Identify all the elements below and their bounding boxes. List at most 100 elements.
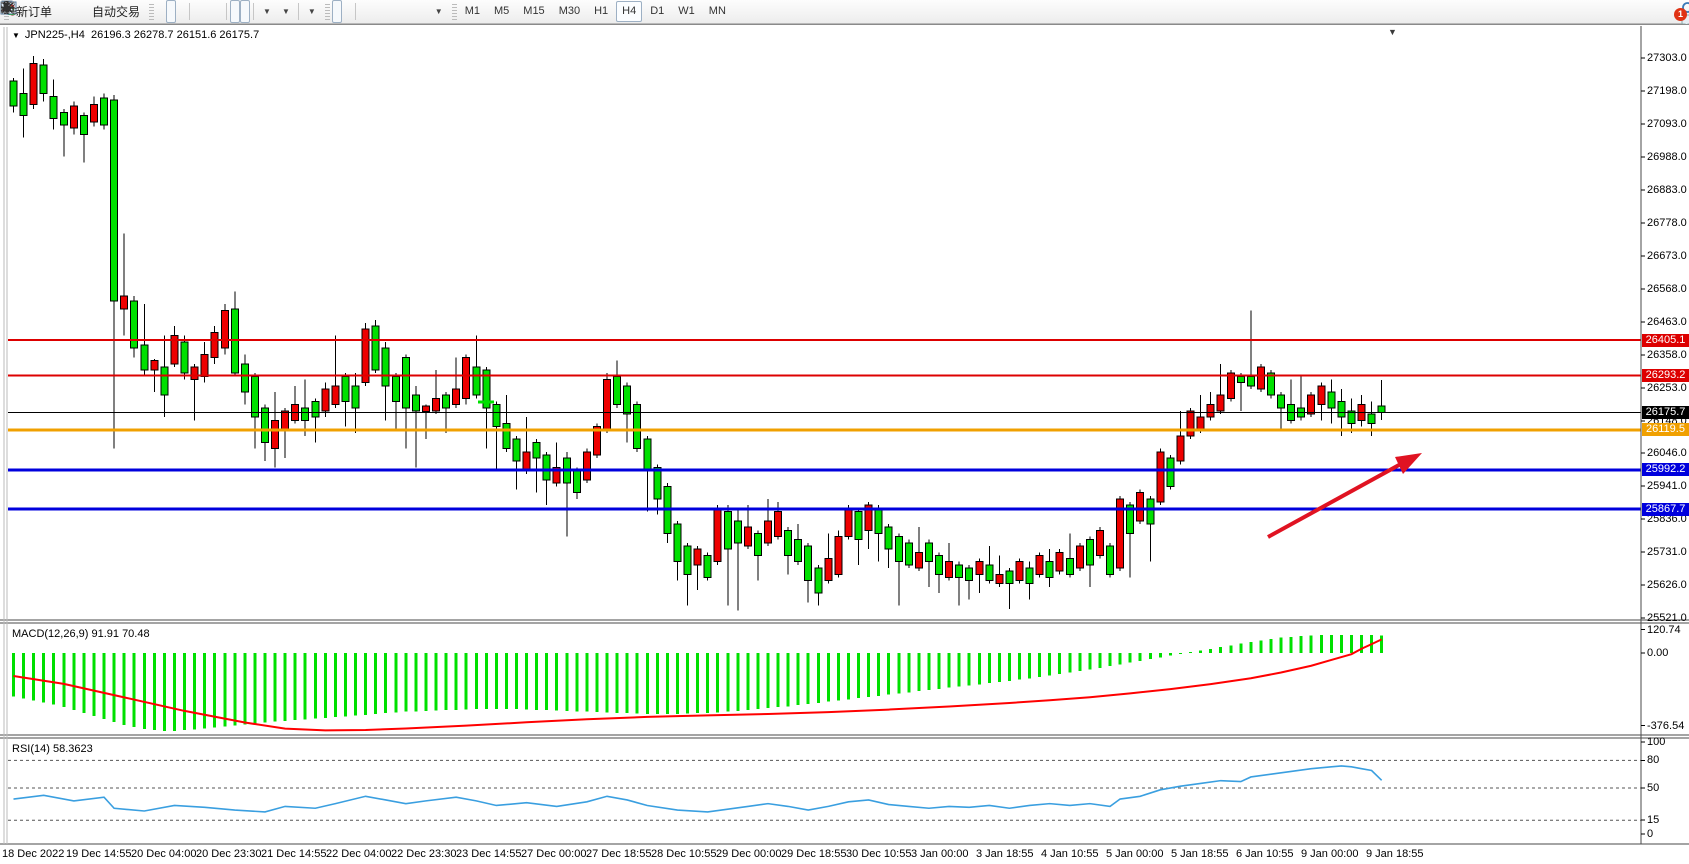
macd-label: MACD(12,26,9) 91.91 70.48: [12, 628, 150, 640]
price-tick: 25521.0: [1647, 611, 1687, 624]
time-tick: 21 Dec 14:55: [261, 848, 327, 860]
timeframe-H1[interactable]: H1: [594, 5, 609, 17]
svg-text:A: A: [3, 1, 11, 15]
fibonacci-button[interactable]: F: [1, 0, 409, 23]
time-tick: 20 Dec 04:00: [131, 848, 197, 860]
time-tick: 22 Dec 23:30: [391, 848, 457, 860]
time-tick: 29 Dec 00:00: [716, 848, 782, 860]
price-tick: 25626.0: [1647, 578, 1687, 591]
price-tick: 26463.0: [1647, 315, 1687, 328]
macd-tick: 0.00: [1647, 647, 1669, 659]
rsi-tick: 50: [1647, 782, 1660, 794]
signal-button[interactable]: [2, 0, 87, 23]
tile-windows-button[interactable]: [1, 0, 223, 23]
time-tick: 9 Jan 00:00: [1301, 848, 1359, 860]
price-tick: 26358.0: [1647, 348, 1687, 361]
time-tick: 18 Dec 2022: [2, 848, 65, 860]
toolbar: 新订单: [0, 0, 1689, 28]
text-label-button[interactable]: T: [1, 0, 429, 23]
price-tick: 25836.0: [1647, 513, 1687, 525]
auto-scroll-button[interactable]: [1, 0, 241, 23]
timeframe-M1[interactable]: M1: [464, 5, 480, 17]
zoom-in-button[interactable]: [1, 0, 203, 23]
chart-canvas[interactable]: [0, 25, 1689, 864]
toolbar-grip: [149, 3, 155, 20]
arrows-tool-icon: [2, 2, 13, 13]
chevron-down-icon: ▼: [307, 7, 316, 16]
macd-tick: 120.74: [1647, 623, 1681, 636]
chart-title: ▼ JPN225-,H4 26196.3 26278.7 26151.6 2617…: [12, 29, 259, 41]
price-tick: 26568.0: [1647, 282, 1687, 295]
time-tick: 29 Dec 18:55: [781, 848, 847, 860]
price-tick: 25941.0: [1647, 480, 1687, 492]
time-tick: 28 Dec 10:55: [651, 848, 717, 860]
vertical-line-button[interactable]: [5, 0, 369, 23]
trend-arrow[interactable]: [1267, 453, 1422, 539]
notification-badge: 1: [1674, 7, 1687, 21]
new-chart-button[interactable]: ▼: [1, 0, 276, 23]
periods-button[interactable]: ▼: [1, 0, 295, 23]
price-level-badge: 26119.5: [1642, 423, 1689, 437]
price-tick: 26883.0: [1647, 183, 1687, 196]
market-depth-button[interactable]: [1, 0, 67, 23]
price-tick: 26253.0: [1647, 381, 1687, 394]
macd-signal-line: [13, 638, 1383, 732]
equidistant-channel-button[interactable]: E: [0, 0, 399, 23]
chart-shift-marker[interactable]: ▼: [1388, 27, 1397, 37]
time-tick: 27 Dec 18:55: [586, 848, 652, 860]
rsi-tick: 0: [1647, 828, 1654, 840]
price-tick: 27093.0: [1647, 117, 1687, 130]
price-tick: 26778.0: [1647, 216, 1687, 229]
time-tick: 19 Dec 14:55: [66, 848, 132, 860]
time-tick: 9 Jan 18:55: [1366, 848, 1424, 860]
time-tick: 4 Jan 10:55: [1041, 848, 1099, 860]
zoom-out-button[interactable]: [1, 0, 213, 23]
crosshair-button[interactable]: [1, 0, 352, 23]
price-level-badge: 26405.1: [1642, 333, 1689, 347]
chart-shift-button[interactable]: [1, 0, 251, 23]
chart-window: ▼ JPN225-,H4 26196.3 26278.7 26151.6 2617…: [0, 24, 1689, 864]
price-tick: 25731.0: [1647, 546, 1687, 558]
time-tick: 6 Jan 10:55: [1236, 848, 1294, 860]
candlestick-chart-button[interactable]: [1, 0, 177, 23]
symbol-dropdown-icon[interactable]: ▼: [12, 31, 20, 40]
chevron-down-icon: ▼: [434, 7, 443, 16]
text-icon: A: [3, 1, 11, 15]
timeframe-M30[interactable]: M30: [558, 5, 581, 17]
time-tick: 5 Jan 00:00: [1106, 848, 1164, 860]
trendline-button[interactable]: [1, 0, 389, 23]
timeframe-D1[interactable]: D1: [650, 5, 665, 17]
horizontal-line-button[interactable]: [1, 0, 379, 23]
new-order-label: 新订单: [16, 5, 53, 19]
line-chart-button[interactable]: [1, 0, 186, 23]
timeframe-M15[interactable]: M15: [523, 5, 545, 17]
auto-trading-label: 自动交易: [92, 5, 141, 19]
toolbar-grip: [324, 3, 330, 20]
auto-trading-button[interactable]: 自动交易: [1, 0, 145, 23]
time-tick: 5 Jan 18:55: [1171, 848, 1229, 860]
timeframe-M5[interactable]: M5: [494, 5, 510, 17]
cursor-button[interactable]: [3, 0, 342, 23]
time-tick: 23 Dec 14:55: [456, 848, 522, 860]
time-tick: 30 Dec 10:55: [846, 848, 912, 860]
timeframe-H4[interactable]: H4: [616, 1, 643, 22]
price-tick: 26673.0: [1647, 249, 1687, 262]
price-tick: 26988.0: [1647, 150, 1687, 163]
chevron-down-icon: ▼: [281, 7, 290, 16]
price-level-badge: 26175.7: [1642, 405, 1689, 419]
level-lines[interactable]: [8, 339, 1641, 511]
timeframe-W1[interactable]: W1: [678, 5, 695, 17]
timeframe-MN[interactable]: MN: [708, 5, 726, 17]
axis-ticks: [1641, 57, 1645, 835]
time-tick: 3 Jan 18:55: [976, 848, 1034, 860]
arrows-tool-button[interactable]: ▼: [2, 0, 448, 23]
text-button[interactable]: A: [3, 0, 419, 23]
time-tick: 20 Dec 23:30: [196, 848, 262, 860]
indicators-button[interactable]: ▼: [0, 0, 321, 23]
charts-button[interactable]: [1, 0, 77, 23]
price-level-badge: 25992.2: [1642, 463, 1689, 477]
bar-chart-button[interactable]: [1, 0, 166, 23]
macd-histogram: [12, 634, 1384, 731]
price-level-badge: 25867.7: [1642, 502, 1689, 516]
